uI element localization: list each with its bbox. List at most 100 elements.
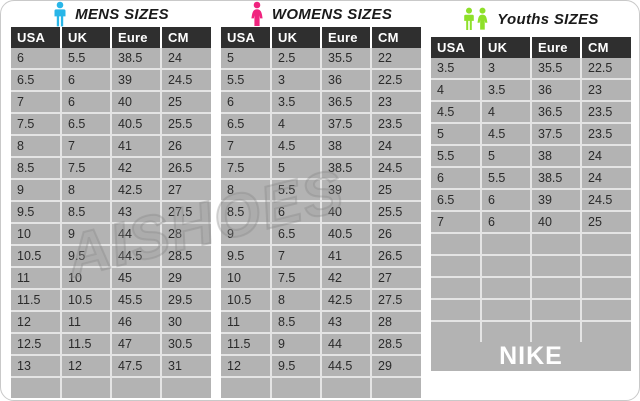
table-row: 8.5 6 40 25.5 <box>221 201 421 224</box>
table-cell: 12 <box>61 355 112 378</box>
youths-size-table: USA UK Eure CM 3.5 3 35.5 22.5 4 3.5 36 23 4.5 4 3… <box>431 37 631 371</box>
table-cell: 31 <box>161 355 211 378</box>
column-header-eure: Eure <box>111 27 162 48</box>
table-cell: 5 <box>481 145 532 168</box>
table-cell: 44.5 <box>111 245 162 268</box>
nike-logo-row: NIKE <box>431 342 631 371</box>
table-cell: 25.5 <box>161 113 211 136</box>
table-cell-empty <box>481 233 532 256</box>
table-cell: 38.5 <box>111 48 162 70</box>
table-cell: 6 <box>481 189 532 212</box>
table-cell: 38.5 <box>531 167 582 190</box>
table-cell-empty <box>431 277 482 300</box>
table-cell: 6 <box>61 91 112 114</box>
table-cell: 23.5 <box>371 113 421 136</box>
table-cell: 7.5 <box>221 157 272 180</box>
table-cell: 8 <box>271 289 322 312</box>
table-cell: 5 <box>431 123 482 146</box>
table-cell: 27.5 <box>161 201 211 224</box>
table-cell: 3.5 <box>271 91 322 114</box>
table-cell: 3.5 <box>431 58 482 80</box>
table-cell-empty <box>271 377 322 398</box>
table-row: 3.5 3 35.5 22.5 <box>431 58 631 80</box>
table-cell: 7.5 <box>61 157 112 180</box>
table-row <box>11 377 211 398</box>
table-row: 13 12 47.5 31 <box>11 355 211 378</box>
table-row: 9.5 8.5 43 27.5 <box>11 201 211 224</box>
table-row: 5.5 3 36 22.5 <box>221 69 421 92</box>
table-row: 7.5 6.5 40.5 25.5 <box>11 113 211 136</box>
table-cell: 8 <box>221 179 272 202</box>
table-cell: 40.5 <box>111 113 162 136</box>
table-cell: 6 <box>221 91 272 114</box>
nike-brand-logo: NIKE <box>431 342 631 371</box>
table-cell: 42 <box>321 267 372 290</box>
table-cell: 29 <box>161 267 211 290</box>
table-cell: 28 <box>371 311 421 334</box>
table-row: 10.5 9.5 44.5 28.5 <box>11 245 211 268</box>
table-row <box>431 233 631 256</box>
column-header-uk: UK <box>271 27 322 48</box>
column-header-cm: CM <box>371 27 421 48</box>
table-cell: 44 <box>111 223 162 246</box>
table-cell: 40 <box>531 211 582 234</box>
table-header-row: USA UK Eure CM <box>11 27 211 48</box>
table-cell: 4 <box>481 101 532 124</box>
table-cell: 45 <box>111 267 162 290</box>
table-cell: 43 <box>111 201 162 224</box>
table-row: 11.5 9 44 28.5 <box>221 333 421 356</box>
table-cell: 27.5 <box>371 289 421 312</box>
table-cell: 7 <box>221 135 272 158</box>
table-cell: 5.5 <box>431 145 482 168</box>
table-cell: 44 <box>321 333 372 356</box>
table-cell: 24 <box>371 135 421 158</box>
table-cell: 6.5 <box>271 223 322 246</box>
mens-table-body: 6 5.5 38.5 24 6.5 6 39 24.5 7 6 40 25 7.5 6.5 40.5 25.5… <box>11 48 211 398</box>
table-cell-empty <box>371 377 421 398</box>
table-cell: 46 <box>111 311 162 334</box>
table-cell: 47.5 <box>111 355 162 378</box>
table-row <box>431 277 631 300</box>
table-cell: 25.5 <box>371 201 421 224</box>
table-cell: 3 <box>481 58 532 80</box>
table-cell-empty <box>481 299 532 322</box>
table-cell: 39 <box>111 69 162 92</box>
column-header-uk: UK <box>481 37 532 58</box>
table-cell: 36.5 <box>321 91 372 114</box>
youths-title-row: Youths SIZES <box>431 1 631 37</box>
table-cell: 30.5 <box>161 333 211 356</box>
table-row: 5 2.5 35.5 22 <box>221 48 421 70</box>
table-cell: 35.5 <box>531 58 582 80</box>
table-row: 5.5 5 38 24 <box>431 145 631 168</box>
womens-size-panel: WOMENS SIZES USA UK Eure CM 5 2.5 35.5 22 5.… <box>221 1 421 398</box>
table-cell-empty <box>581 277 631 300</box>
table-cell: 23.5 <box>581 101 631 124</box>
column-header-eure: Eure <box>531 37 582 58</box>
table-cell: 39 <box>531 189 582 212</box>
table-cell: 11.5 <box>11 289 62 312</box>
table-row: 6 5.5 38.5 24 <box>11 48 211 70</box>
table-cell: 29.5 <box>161 289 211 312</box>
table-cell: 9 <box>271 333 322 356</box>
table-cell: 42.5 <box>111 179 162 202</box>
table-cell: 4 <box>271 113 322 136</box>
table-cell: 10 <box>61 267 112 290</box>
table-cell: 23 <box>371 91 421 114</box>
table-cell: 25 <box>161 91 211 114</box>
table-row: 12 9.5 44.5 29 <box>221 355 421 378</box>
womens-size-table: USA UK Eure CM 5 2.5 35.5 22 5.5 3 36 22.5 6 3.5 3… <box>221 27 421 398</box>
table-cell: 6.5 <box>221 113 272 136</box>
table-cell: 27 <box>161 179 211 202</box>
table-cell: 25 <box>581 211 631 234</box>
table-cell: 35.5 <box>321 48 372 70</box>
table-cell: 38 <box>531 145 582 168</box>
table-header-row: USA UK Eure CM <box>221 27 421 48</box>
table-row: 8 5.5 39 25 <box>221 179 421 202</box>
table-cell: 10 <box>221 267 272 290</box>
table-cell: 10.5 <box>11 245 62 268</box>
table-cell: 47 <box>111 333 162 356</box>
column-header-cm: CM <box>581 37 631 58</box>
table-cell-empty <box>431 299 482 322</box>
male-figure-icon <box>53 1 67 27</box>
